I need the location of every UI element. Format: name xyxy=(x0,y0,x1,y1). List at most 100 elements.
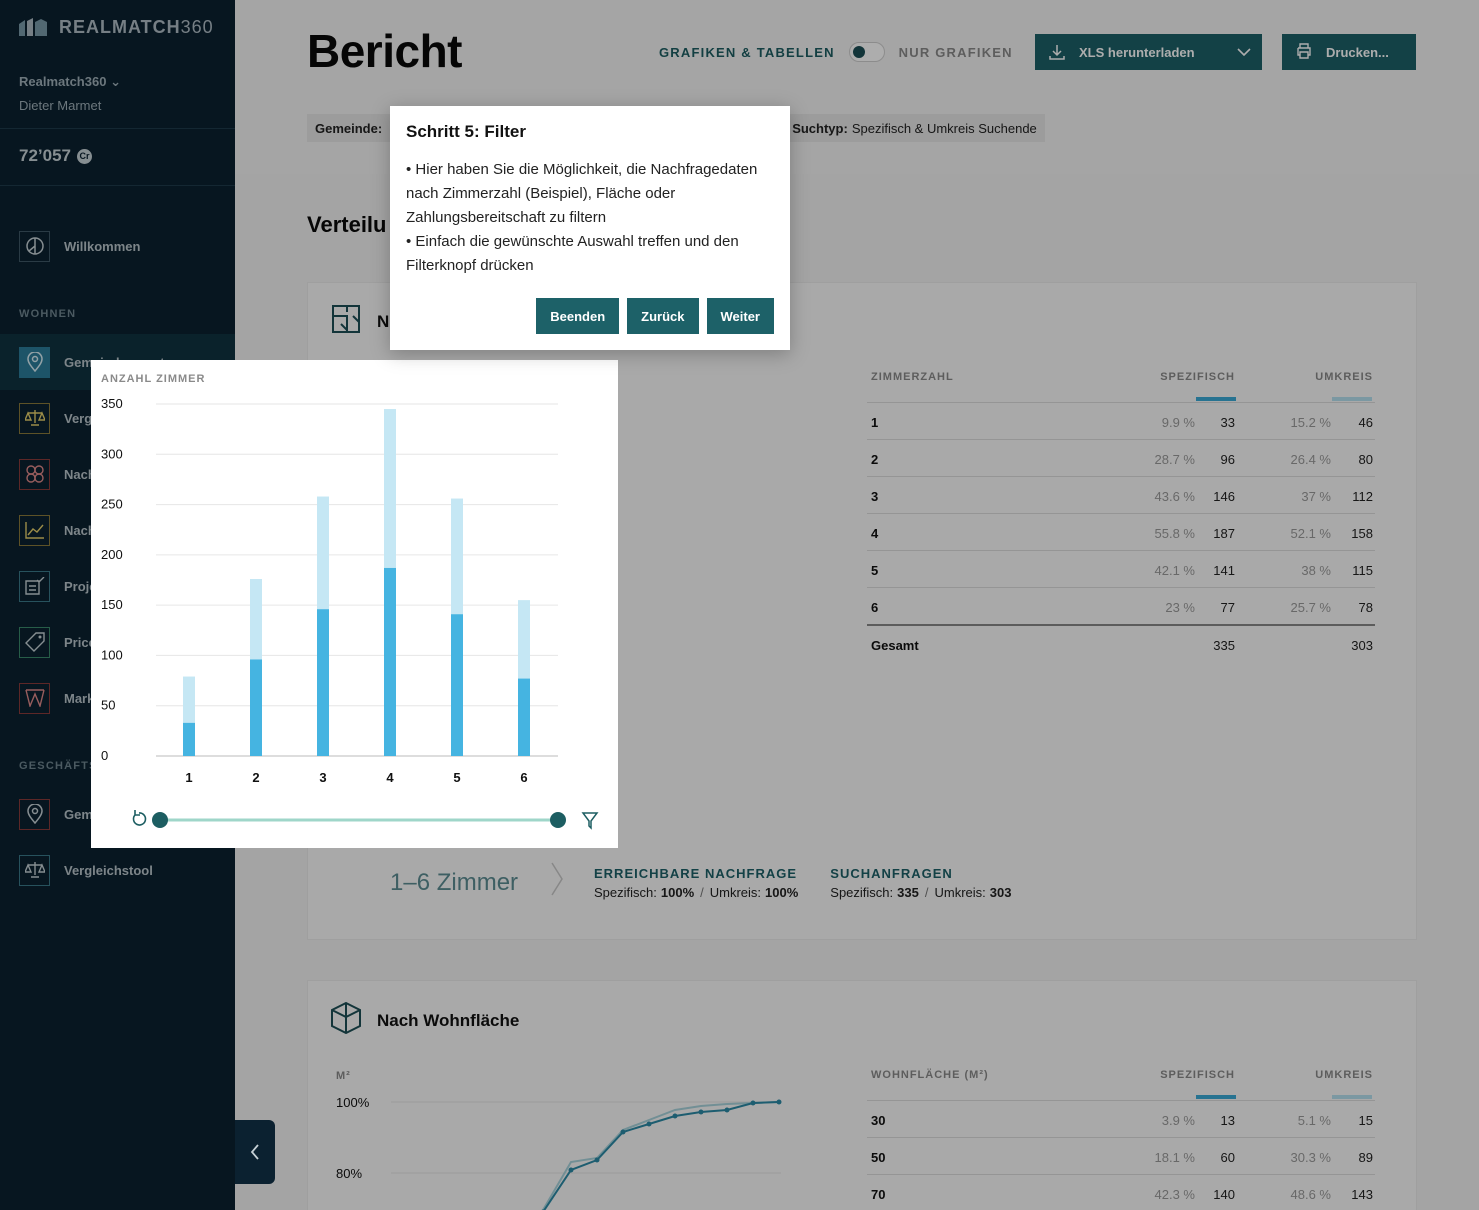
x-tick-label: 2 xyxy=(252,770,259,785)
table-cell: 143 xyxy=(1351,1187,1373,1202)
bar-umkreis[interactable] xyxy=(451,498,463,615)
tour-back-button[interactable]: Zurück xyxy=(627,298,699,334)
table-cell: 146 xyxy=(1213,489,1235,504)
table-cell: 2 xyxy=(871,452,879,467)
location-pin-icon xyxy=(19,798,50,830)
table-cell: 25.7 % xyxy=(1290,600,1331,615)
slider-handle-max[interactable] xyxy=(550,812,566,828)
room-range-slider[interactable] xyxy=(152,812,566,828)
table-row: 30 3.9 % 13 5.1 % 15 xyxy=(867,1100,1375,1137)
logo[interactable]: REALMATCH360 xyxy=(19,14,214,40)
logo-text: REALMATCH xyxy=(59,16,181,37)
cube-icon xyxy=(331,1001,361,1039)
table-cell: 9.9 % xyxy=(1161,415,1195,430)
table-cell: 50 xyxy=(871,1150,886,1165)
filter-gemeinde: Gemeinde: xyxy=(307,114,395,142)
logo-number: 360 xyxy=(180,16,214,37)
series-point xyxy=(646,1121,652,1127)
table-cell: 89 xyxy=(1358,1150,1373,1165)
nav-geschaeft-vergleichstool[interactable]: Vergleichstool xyxy=(0,842,235,898)
location-pin-icon xyxy=(19,346,50,378)
chevron-left-icon xyxy=(250,1144,259,1160)
col-header-zimmerzahl: ZIMMERZAHL xyxy=(871,371,954,383)
table-cell: 48.6 % xyxy=(1290,1187,1331,1202)
search-requests: SUCHANFRAGEN Spezifisch: 335/Umkreis: 303 xyxy=(830,866,1012,900)
bar-umkreis[interactable] xyxy=(250,578,262,660)
filter-icon[interactable] xyxy=(581,812,599,830)
table-cell: 112 xyxy=(1352,489,1373,504)
download-icon xyxy=(1035,44,1079,60)
bar-umkreis[interactable] xyxy=(384,409,396,568)
table-cell: Gesamt xyxy=(871,638,919,653)
col-header-spezifisch: SPEZIFISCH xyxy=(1160,371,1235,383)
bar-umkreis[interactable] xyxy=(317,496,329,610)
rooms-card-header: N xyxy=(331,304,389,339)
xls-download-button[interactable]: XLS herunterladen xyxy=(1035,34,1262,70)
table-cell: 15 xyxy=(1358,1113,1373,1128)
series-point xyxy=(698,1109,704,1115)
tooltip-line-1: • Hier haben Sie die Möglichkeit, die Na… xyxy=(406,161,758,226)
table-row: 70 42.3 % 140 48.6 % 143 xyxy=(867,1174,1375,1210)
y-axis-title: M² xyxy=(336,1070,351,1082)
table-cell: 18.1 % xyxy=(1154,1150,1195,1165)
selected-range: 1–6 Zimmer xyxy=(390,869,519,896)
bar-spezifisch[interactable] xyxy=(250,659,262,756)
table-cell: 60 xyxy=(1220,1150,1235,1165)
table-cell: 6 xyxy=(871,600,879,615)
bar-spezifisch[interactable] xyxy=(183,722,195,756)
x-tick-label: 1 xyxy=(185,770,192,785)
org-switcher[interactable]: Realmatch360 ⌄ xyxy=(19,74,121,89)
rooms-table: ZIMMERZAHL SPEZIFISCH UMKREIS 1 9.9 % 33 15… xyxy=(867,360,1375,661)
series-point xyxy=(724,1107,730,1113)
bar-spezifisch[interactable] xyxy=(317,609,329,756)
line-chart-icon xyxy=(19,514,50,546)
logo-icon xyxy=(19,18,47,36)
bar-umkreis[interactable] xyxy=(518,600,530,679)
credits-balance: 72’057 Cr xyxy=(19,146,92,166)
filter-summary: Gemeinde: Suchtyp: Spezifisch & Umkreis S… xyxy=(307,114,1045,142)
onboarding-tooltip: Schritt 5: Filter • Hier haben Sie die M… xyxy=(390,106,790,350)
table-cell: 23 % xyxy=(1165,600,1195,615)
print-button[interactable]: Drucken... xyxy=(1282,34,1416,70)
tour-end-button[interactable]: Beenden xyxy=(536,298,620,334)
table-cell: 46 xyxy=(1358,415,1373,430)
view-toggle[interactable]: GRAFIKEN & TABELLEN NUR GRAFIKEN xyxy=(659,42,1013,62)
view-switch[interactable] xyxy=(848,42,885,62)
x-tick-label: 3 xyxy=(319,770,326,785)
table-row: 5 42.1 % 141 38 % 115 xyxy=(867,550,1375,587)
price-tag-icon xyxy=(19,626,50,658)
legend-swatch-spezifisch xyxy=(1196,397,1236,401)
reset-icon[interactable] xyxy=(132,810,147,826)
col-header-umkreis: UMKREIS xyxy=(1315,1069,1373,1081)
table-cell: 77 xyxy=(1220,600,1235,615)
filter-summary-bar: 1–6 Zimmer ERREICHBARE NACHFRAGE Spezifi… xyxy=(390,858,1043,908)
table-cell: 1 xyxy=(871,415,879,430)
bar-spezifisch[interactable] xyxy=(384,567,396,756)
toggle-label-graphs-tables[interactable]: GRAFIKEN & TABELLEN xyxy=(659,44,835,60)
table-cell: 30 xyxy=(871,1113,886,1128)
scales-icon xyxy=(19,402,50,434)
y-tick-label: 150 xyxy=(101,597,123,612)
tour-next-button[interactable]: Weiter xyxy=(706,298,774,334)
legend-swatch-umkreis xyxy=(1332,1095,1372,1099)
table-cell: 115 xyxy=(1352,563,1373,578)
reachable-demand: ERREICHBARE NACHFRAGE Spezifisch: 100% / Um… xyxy=(594,866,799,900)
table-cell: 55.8 % xyxy=(1154,526,1195,541)
rooms-bar-chart: ANZAHL ZIMMER 0 50 100 150 200 250 300 350 1 2 3 4 5 6 xyxy=(101,373,599,830)
scales-icon xyxy=(19,854,50,886)
bar-spezifisch[interactable] xyxy=(451,614,463,756)
table-cell: 5.1 % xyxy=(1297,1113,1331,1128)
tension-icon xyxy=(19,682,50,714)
bar-umkreis[interactable] xyxy=(183,676,195,723)
floorplan-icon xyxy=(331,304,361,339)
slider-handle-min[interactable] xyxy=(152,812,168,828)
toggle-label-graphs-only[interactable]: NUR GRAFIKEN xyxy=(898,44,1013,60)
bar-spezifisch[interactable] xyxy=(518,678,530,756)
nav-willkommen[interactable]: Willkommen xyxy=(0,218,235,274)
x-tick-label: 6 xyxy=(520,770,527,785)
rooms-card-title: N xyxy=(377,311,390,331)
chevron-down-icon[interactable] xyxy=(1226,48,1262,56)
sidebar-collapse-button[interactable] xyxy=(235,1120,275,1184)
table-cell: 80 xyxy=(1358,452,1373,467)
y-tick-label: 100% xyxy=(336,1095,370,1110)
